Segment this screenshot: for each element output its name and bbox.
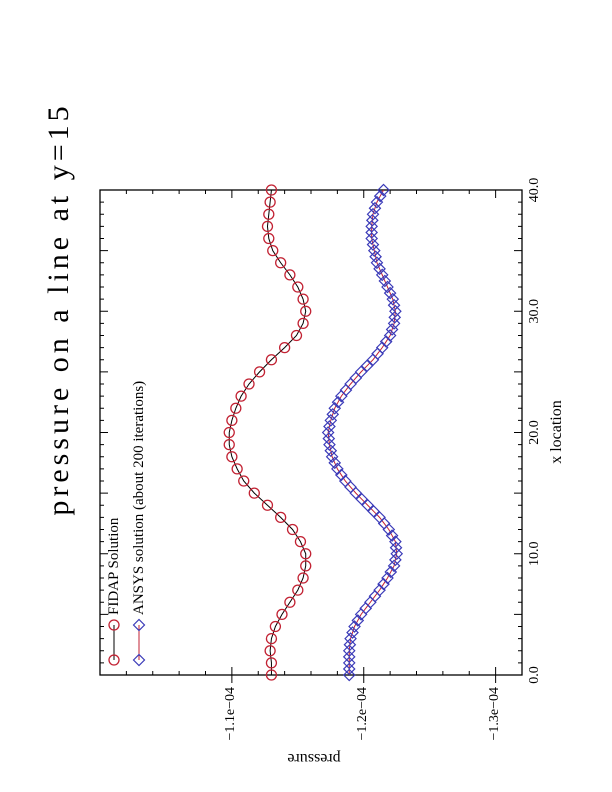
legend-label-ansys: ANSYS solution (about 200 iterations) xyxy=(131,380,147,615)
x-tick-label: 30.0 xyxy=(527,299,542,324)
chart-title: pressure on a line at y=15 xyxy=(42,102,75,516)
x-tick-label: 10.0 xyxy=(527,541,542,567)
y-tick-label: −1.1e−04 xyxy=(222,687,238,741)
x-tick-label: 40.0 xyxy=(527,177,542,203)
legend-label-fidap: FIDAP Solution xyxy=(106,517,122,615)
x-tick-label: 20.0 xyxy=(527,420,542,445)
x-tick-label: 0.0 xyxy=(527,666,542,684)
x-axis-label: x location xyxy=(548,400,565,464)
y-tick-label: −1.2e−04 xyxy=(354,687,370,741)
y-tick-label: −1.3e−04 xyxy=(486,687,502,741)
